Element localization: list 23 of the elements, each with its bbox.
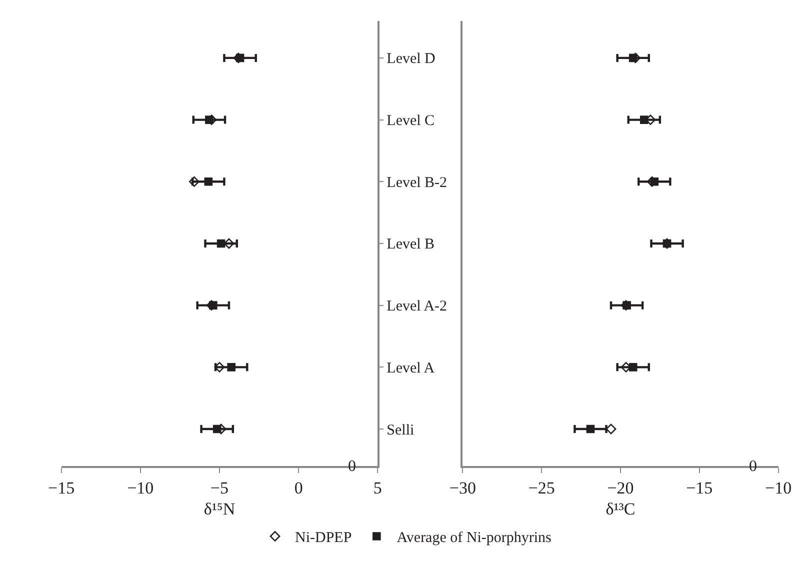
- y-tick-label: Level A: [386, 360, 435, 376]
- legend-label: Ni-DPEP: [295, 530, 352, 546]
- x-tick-label: −25: [528, 478, 555, 498]
- x-axis-title: δ¹³C: [606, 499, 636, 518]
- y-tick-label: Level C: [386, 113, 435, 130]
- x-tick-label: −10: [764, 478, 792, 498]
- annotation: 0: [348, 458, 356, 475]
- annotation: 0: [749, 458, 757, 475]
- x-tick-label: −5: [210, 478, 229, 498]
- y-tick-label: Level B: [386, 236, 435, 253]
- x-tick-label: −30: [449, 478, 476, 498]
- y-tick-label: Level D: [386, 51, 436, 68]
- y-tick-label: Level B-2: [386, 174, 448, 191]
- x-tick-label: −15: [686, 478, 713, 498]
- x-tick-label: 5: [373, 478, 382, 498]
- legend-label: Average of Ni-porphyrins: [396, 530, 552, 546]
- x-tick-label: 0: [294, 478, 303, 498]
- y-tick-label: Level A-2: [386, 298, 448, 315]
- x-tick-label: −15: [48, 478, 75, 498]
- x-tick-label: −20: [607, 478, 634, 498]
- y-tick-label: Selli: [386, 422, 414, 438]
- x-axis-title: δ¹⁵N: [204, 499, 236, 518]
- x-tick-label: −10: [127, 478, 154, 498]
